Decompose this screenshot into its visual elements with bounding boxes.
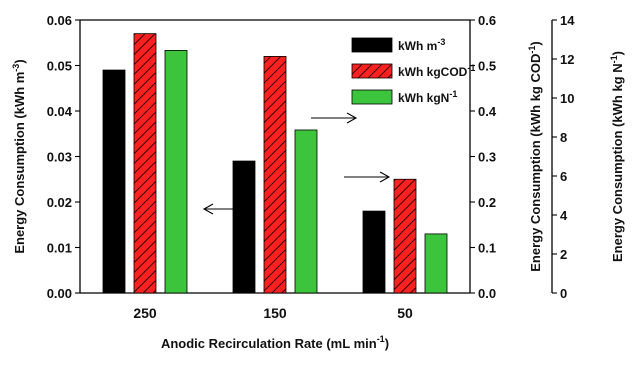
axis-arrows <box>202 112 391 215</box>
left-axis-label: Energy Consumption (kWh m-3) <box>11 59 27 253</box>
middle-tick-label: 0.5 <box>478 59 496 74</box>
category-label: 250 <box>133 305 157 321</box>
middle-axis: 0.0 0.1 0.2 0.3 0.4 0.5 0.6 Energy Consumption … <box>469 13 543 301</box>
arrow-to-middle-axis <box>311 112 358 124</box>
left-axis: 0.00 0.01 0.02 0.03 0.04 0.05 0.06 Energy Consu… <box>11 13 81 301</box>
left-tick-label: 0.01 <box>47 241 72 256</box>
bars <box>102 33 448 294</box>
middle-tick-label: 0.1 <box>478 241 496 256</box>
legend-label: kWh m-3 <box>398 37 445 53</box>
legend-label: kWh kgN-1 <box>398 89 457 105</box>
arrow-to-left-axis <box>202 203 240 215</box>
right-tick-label: 6 <box>560 169 567 184</box>
left-tick-label: 0.02 <box>47 195 72 210</box>
left-tick-label: 0.00 <box>47 286 72 301</box>
left-tick-label: 0.05 <box>47 59 72 74</box>
middle-tick-label: 0.2 <box>478 195 496 210</box>
middle-axis-label: Energy Consumption (kWh kg COD-1) <box>527 41 543 271</box>
middle-tick-label: 0.0 <box>478 286 496 301</box>
right-axis: 0 2 4 6 8 10 12 14 Energy Consumption (kWh kg N-… <box>551 13 625 301</box>
right-tick-label: 0 <box>560 286 567 301</box>
bar-series2-50 <box>393 178 417 294</box>
right-tick-label: 8 <box>560 130 567 145</box>
x-axis: 250 150 50 Anodic Recirculation Rate (mL mi… <box>133 305 413 351</box>
bar-series2-150 <box>263 56 287 294</box>
bar-series1-150 <box>232 160 256 294</box>
bar-series3-50 <box>424 233 448 294</box>
middle-tick-label: 0.4 <box>478 104 497 119</box>
right-axis-label: Energy Consumption (kWh kg N-1) <box>609 51 625 262</box>
bar-series2-250 <box>133 33 157 294</box>
left-tick-label: 0.04 <box>47 104 73 119</box>
legend-swatch <box>351 89 393 105</box>
bar-series1-50 <box>362 210 386 294</box>
right-tick-label: 12 <box>560 52 574 67</box>
right-tick-label: 14 <box>560 13 575 28</box>
arrow-to-right-axis <box>344 171 391 183</box>
legend-swatch <box>351 37 393 53</box>
bar-series3-250 <box>164 50 188 294</box>
legend-swatch <box>351 63 393 79</box>
left-tick-label: 0.06 <box>47 13 72 28</box>
right-tick-label: 4 <box>560 208 568 223</box>
middle-tick-label: 0.6 <box>478 13 496 28</box>
category-label: 150 <box>263 305 287 321</box>
right-tick-label: 2 <box>560 247 567 262</box>
x-axis-label: Anodic Recirculation Rate (mL min-1) <box>161 334 389 351</box>
left-tick-label: 0.03 <box>47 150 72 165</box>
right-tick-label: 10 <box>560 91 574 106</box>
category-label: 50 <box>397 305 413 321</box>
bar-series3-150 <box>294 129 318 294</box>
middle-tick-label: 0.3 <box>478 150 496 165</box>
legend: kWh m-3 kWh kgCOD-1 kWh kgN-1 <box>351 37 475 105</box>
bar-series1-250 <box>102 69 126 294</box>
legend-label: kWh kgCOD-1 <box>398 63 475 79</box>
